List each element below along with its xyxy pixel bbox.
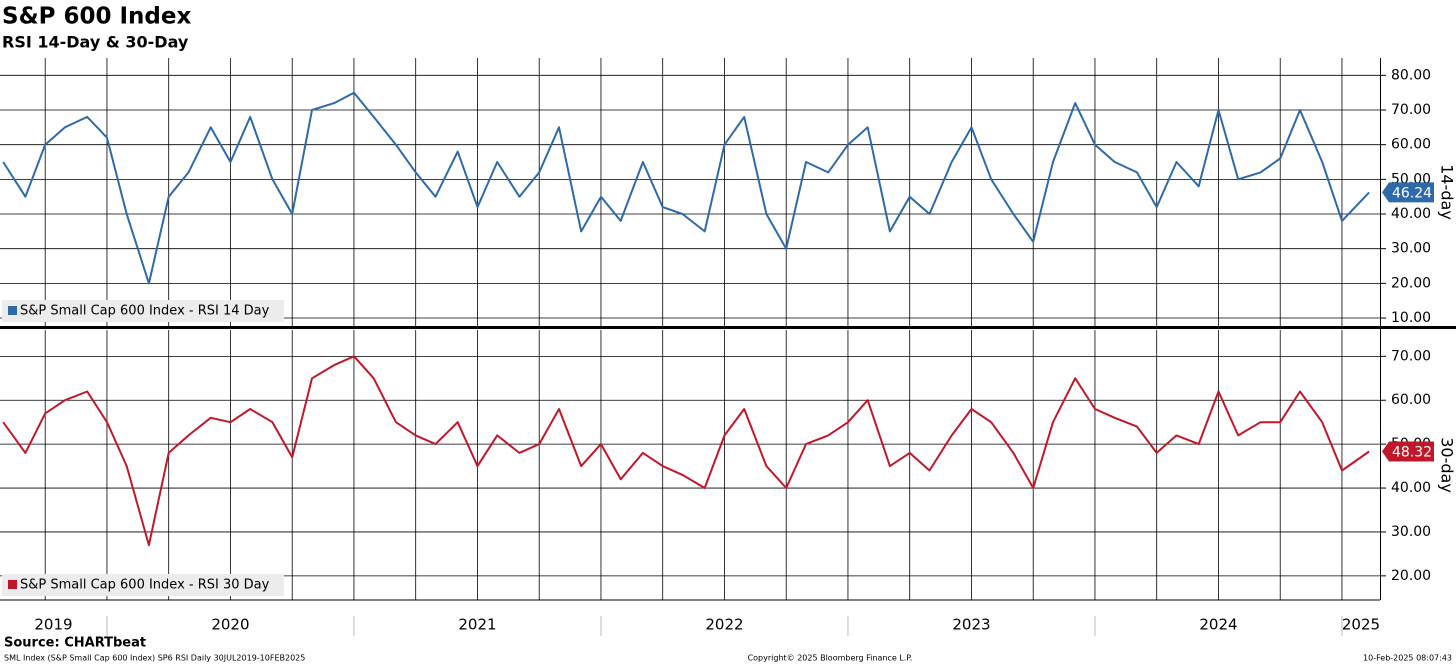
- y-tick-label: 80.00: [1391, 67, 1431, 83]
- y-tick-label: 30.00: [1391, 241, 1431, 257]
- y-tick-label: 60.00: [1391, 392, 1431, 408]
- legend-label: S&P Small Cap 600 Index - RSI 30 Day: [20, 578, 270, 593]
- value-badge-label: 48.32: [1392, 445, 1432, 461]
- value-badge-label: 46.24: [1392, 185, 1432, 201]
- footer-center: Copyright© 2025 Bloomberg Finance L.P.: [748, 654, 913, 663]
- chart-subtitle: RSI 14-Day & 30-Day: [2, 33, 189, 52]
- side-label: 30-day: [1438, 437, 1456, 493]
- y-tick-label: 70.00: [1391, 348, 1431, 364]
- x-tick-label: 2020: [211, 616, 249, 634]
- series-line: [2, 91, 1370, 285]
- x-tick-label: 2024: [1199, 616, 1237, 634]
- series-line: [2, 355, 1370, 547]
- legend-swatch: [8, 306, 17, 315]
- x-tick-label: 2022: [705, 616, 743, 634]
- y-tick-label: 10.00: [1391, 310, 1431, 326]
- footer-right: 10-Feb-2025 08:07:43: [1363, 654, 1452, 663]
- y-tick-label: 30.00: [1391, 524, 1431, 540]
- footer-left: SML Index (S&P Small Cap 600 Index) SP6 …: [4, 654, 305, 663]
- y-tick-label: 20.00: [1391, 568, 1431, 584]
- y-tick-label: 60.00: [1391, 137, 1431, 153]
- value-badge: [1382, 182, 1434, 203]
- y-tick-label: 40.00: [1391, 206, 1431, 222]
- side-label: 14-day: [1438, 164, 1456, 220]
- y-tick-label: 70.00: [1391, 102, 1431, 118]
- x-tick-label: 2023: [952, 616, 990, 634]
- legend-swatch: [8, 580, 17, 589]
- source: Source: CHARTbeat: [4, 636, 146, 651]
- value-badge: [1382, 441, 1434, 462]
- legend-box: [2, 574, 284, 596]
- legend-box: [2, 300, 284, 322]
- x-tick-label: 2021: [458, 616, 496, 634]
- x-tick-label: 2025: [1342, 616, 1380, 634]
- y-tick-label: 40.00: [1391, 480, 1431, 496]
- legend-label: S&P Small Cap 600 Index - RSI 14 Day: [20, 304, 270, 319]
- y-tick-label: 20.00: [1391, 275, 1431, 291]
- chart-title: S&P 600 Index: [2, 4, 191, 30]
- x-tick-label: 2019: [34, 616, 72, 634]
